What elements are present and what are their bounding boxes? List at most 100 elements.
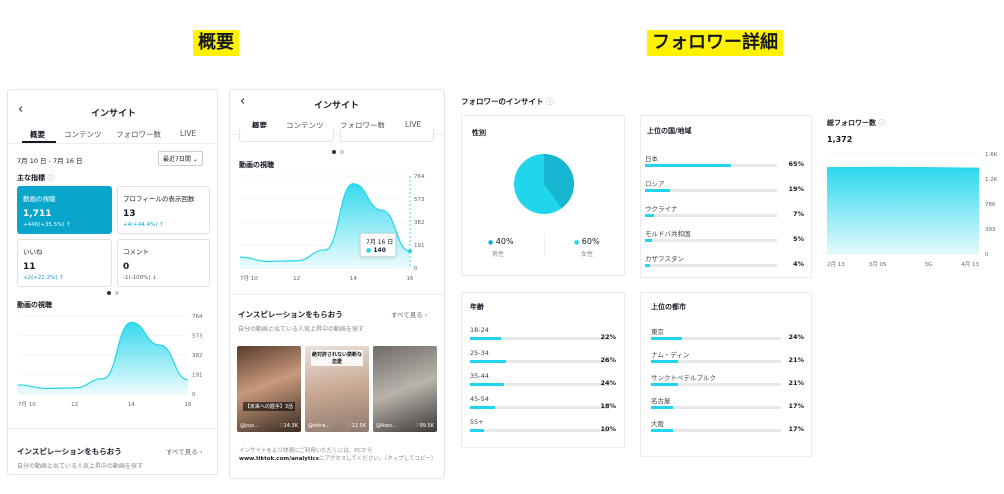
info-icon[interactable]: ⓘ bbox=[546, 97, 554, 106]
pie-slice-male bbox=[544, 154, 574, 209]
series-line bbox=[17, 321, 189, 389]
bar-track bbox=[651, 406, 781, 409]
y-tick-label: 191 bbox=[192, 373, 203, 379]
row-label: 日本 bbox=[645, 155, 658, 163]
see-all-link[interactable]: すべて見る › bbox=[166, 446, 202, 456]
tab-overview[interactable]: 概要 bbox=[252, 121, 267, 130]
cities-panel: 上位の都市 東京 24% ナム・ディン 21% サンクトペテルブルク 21% 名古屋 17% 大… bbox=[640, 292, 812, 457]
row-value: 19% bbox=[788, 185, 804, 193]
thumbnail-user: @jojo... bbox=[240, 423, 259, 429]
metric-card-video-views[interactable]: 動画の視聴 1,711 +448(+35.5%) ↑ bbox=[17, 186, 112, 234]
thumbnail-caption: 【未来への握手】3話 bbox=[243, 402, 295, 411]
chevron-right-icon: › bbox=[424, 311, 428, 319]
x-tick-label: 7月 10 bbox=[240, 275, 258, 282]
page-dot[interactable] bbox=[340, 150, 344, 154]
chevron-down-icon: ⌄ bbox=[192, 156, 198, 163]
metric-card-comments[interactable]: コメント 0 -1(-100%) ↓ bbox=[117, 239, 210, 287]
row-value: 10% bbox=[600, 425, 616, 433]
bar-track bbox=[645, 164, 777, 167]
metric-card-delta: +2(+22.2%) ↑ bbox=[23, 275, 64, 281]
period-dropdown[interactable]: 最近7日間 ⌄ bbox=[158, 151, 203, 166]
x-tick-label: 12 bbox=[71, 402, 78, 408]
tab-content[interactable]: コンテンツ bbox=[286, 121, 324, 130]
video-views-chart: 764 573 382 191 0 7月 10 12 14 16 bbox=[17, 314, 203, 408]
tab-overview[interactable]: 概要 bbox=[30, 130, 45, 139]
video-thumbnail[interactable]: 絶対許されない禁断な恋愛 @shira... ♡12.5K bbox=[305, 346, 369, 432]
tab-active-indicator bbox=[22, 141, 56, 143]
see-all-link[interactable]: すべて見る › bbox=[391, 309, 427, 319]
metric-card-partial[interactable] bbox=[340, 128, 434, 142]
x-tick-label: 4月 13 bbox=[961, 261, 979, 268]
thumbnail-views: ♡12.5K bbox=[347, 423, 366, 429]
pc-analytics-note[interactable]: インサイトをより快適にご利用いただくには、PCから www.tiktok.com… bbox=[239, 447, 439, 463]
period-dropdown-label: 最近7日間 bbox=[163, 156, 191, 163]
bar-fill bbox=[651, 337, 683, 340]
metric-card-profile-views[interactable]: プロフィールの表示回数 13 +4(+44.4%) ↑ bbox=[117, 186, 210, 234]
tab-content[interactable]: コンテンツ bbox=[64, 130, 102, 139]
metric-card-value: 13 bbox=[123, 209, 136, 219]
bar-fill bbox=[470, 406, 496, 409]
metric-card-likes[interactable]: いいね 11 +2(+22.2%) ↑ bbox=[17, 239, 112, 287]
y-tick-label: 0 bbox=[414, 266, 418, 272]
views-count: 14.3K bbox=[283, 423, 298, 429]
tab-live[interactable]: LIVE bbox=[405, 120, 422, 129]
gender-pie-chart bbox=[514, 154, 574, 214]
metric-card-partial[interactable] bbox=[239, 128, 334, 142]
page-title: インサイト bbox=[91, 109, 137, 119]
x-tick-label: 3月 05 bbox=[869, 261, 887, 268]
x-tick-label: 16 bbox=[185, 402, 192, 408]
bar-track bbox=[651, 360, 781, 363]
row-value: 24% bbox=[788, 333, 804, 341]
gender-title: 性別 bbox=[472, 129, 486, 137]
bar-track bbox=[470, 360, 610, 363]
row-value: 7% bbox=[792, 210, 804, 218]
page-title: インサイト bbox=[314, 101, 360, 111]
heart-icon: ♡ bbox=[279, 423, 284, 429]
bar-track bbox=[470, 406, 610, 409]
page-dot[interactable] bbox=[115, 291, 119, 295]
tooltip-date: 7月 16 日 bbox=[366, 239, 394, 246]
video-thumbnail[interactable]: @lkws... ♡99.5K bbox=[373, 346, 437, 432]
cities-title: 上位の都市 bbox=[651, 303, 686, 311]
tab-followers[interactable]: フォロワー数 bbox=[116, 130, 161, 139]
legend-dot-icon: ● bbox=[366, 247, 372, 254]
heart-icon: ♡ bbox=[347, 423, 352, 429]
series-line bbox=[826, 166, 980, 169]
insight-screen-scrolled: ‹ インサイト 概要 コンテンツ フォロワー数 LIVE 動画の視聴 764 57… bbox=[229, 89, 445, 479]
tab-followers[interactable]: フォロワー数 bbox=[340, 121, 385, 130]
y-tick-label: 764 bbox=[414, 174, 425, 180]
age-panel: 年齢 18-24 22% 25-34 26% 35-44 24% 45-54 18% 55+ 10… bbox=[461, 292, 625, 448]
x-tick-label: 16 bbox=[407, 276, 414, 282]
back-arrow-icon[interactable]: ‹ bbox=[240, 94, 246, 109]
tooltip-value-text: 140 bbox=[373, 247, 386, 254]
tab-live[interactable]: LIVE bbox=[180, 129, 197, 138]
divider bbox=[230, 134, 444, 135]
see-all-label: すべて見る bbox=[166, 448, 198, 456]
info-icon[interactable]: ⓘ bbox=[878, 119, 886, 127]
page-dot-active[interactable] bbox=[107, 291, 111, 295]
thumbnail-user: @shira... bbox=[308, 423, 331, 429]
row-label: 45-54 bbox=[470, 395, 489, 403]
y-tick-label: 1.6K bbox=[985, 152, 998, 158]
bar-track bbox=[645, 214, 777, 217]
page-dot-active[interactable] bbox=[332, 150, 336, 154]
overview-heading: 概要 bbox=[193, 30, 239, 56]
thumbnail-user: @lkws... bbox=[376, 423, 397, 429]
info-icon[interactable]: ⓘ bbox=[47, 174, 55, 182]
y-tick-label: 0 bbox=[985, 252, 989, 258]
y-tick-label: 764 bbox=[192, 314, 203, 320]
date-range: 7月 10 日 - 7月 16 日 bbox=[17, 157, 83, 165]
metric-card-title: 動画の視聴 bbox=[23, 195, 56, 203]
row-value: 21% bbox=[788, 356, 804, 364]
metric-card-title: コメント bbox=[123, 248, 149, 256]
row-value: 4% bbox=[792, 260, 804, 268]
follower-insight-title: フォロワーのインサイト ⓘ bbox=[461, 96, 554, 107]
total-followers-chart: 1.6K 1.2K 786 393 0 2月 13 3月 05 3G 4月 13 bbox=[826, 152, 998, 268]
y-tick-label: 573 bbox=[192, 334, 203, 340]
analytics-url[interactable]: www.tiktok.com/analytics bbox=[239, 456, 319, 462]
back-arrow-icon[interactable]: ‹ bbox=[18, 102, 24, 117]
bar-fill bbox=[645, 239, 652, 242]
bar-track bbox=[470, 337, 610, 340]
video-thumbnail[interactable]: 【未来への握手】3話 @jojo... ♡14.3K bbox=[237, 346, 301, 432]
bar-fill bbox=[645, 189, 671, 192]
